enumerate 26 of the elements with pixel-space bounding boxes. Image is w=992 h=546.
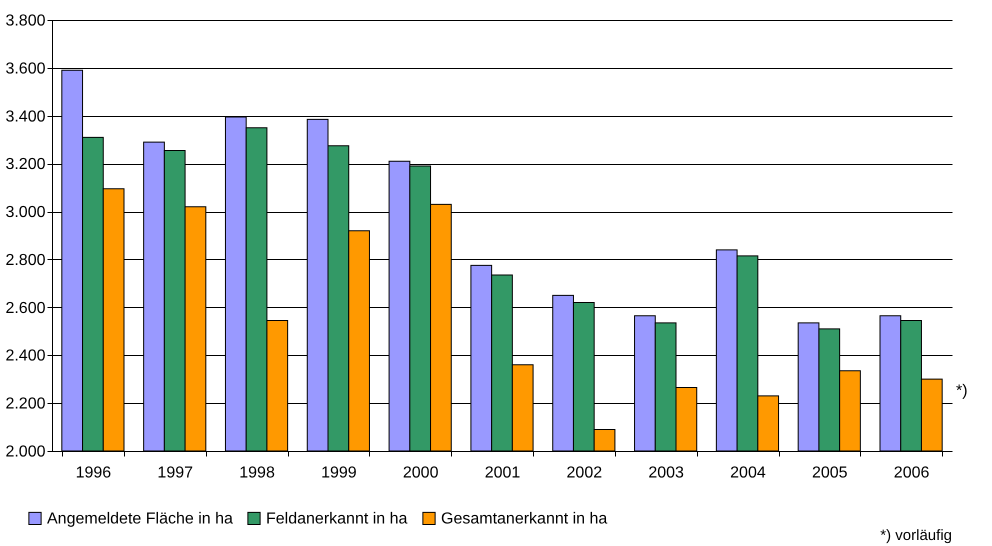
x-tick-label: 2000	[402, 464, 439, 482]
legend-label: Angemeldete Fläche in ha	[47, 510, 233, 528]
x-tick-label: 2005	[812, 464, 848, 482]
y-tick-label: 3.400	[5, 108, 46, 126]
legend-label: Feldanerkannt in ha	[266, 510, 408, 528]
legend-label: Gesamtanerkannt in ha	[441, 510, 608, 528]
x-tick-label: 1998	[239, 464, 275, 482]
text: *) vorläufig	[880, 527, 952, 544]
x-tick-label: 1999	[321, 464, 357, 482]
x-tick-label: 2006	[894, 464, 930, 482]
y-tick-label: 3.200	[5, 156, 46, 174]
y-tick-label: 3.800	[5, 12, 46, 30]
x-tick-label: 1997	[157, 464, 194, 482]
x-tick-label: 1996	[76, 464, 112, 482]
y-tick-label: 3.000	[5, 204, 46, 222]
y-tick-label: 2.600	[5, 300, 46, 317]
y-tick-label: 2.400	[5, 348, 46, 365]
x-tick-label: 2004	[730, 464, 766, 482]
y-tick-label: 3.600	[5, 60, 46, 78]
x-tick-label: 2002	[566, 464, 602, 482]
text: *)	[956, 382, 968, 400]
y-tick-label: 2.800	[5, 252, 46, 269]
x-tick-label: 2001	[484, 464, 520, 482]
y-tick-label: 2.200	[5, 396, 46, 413]
y-tick-label: 2.000	[5, 444, 46, 460]
x-tick-label: 2003	[648, 464, 684, 482]
